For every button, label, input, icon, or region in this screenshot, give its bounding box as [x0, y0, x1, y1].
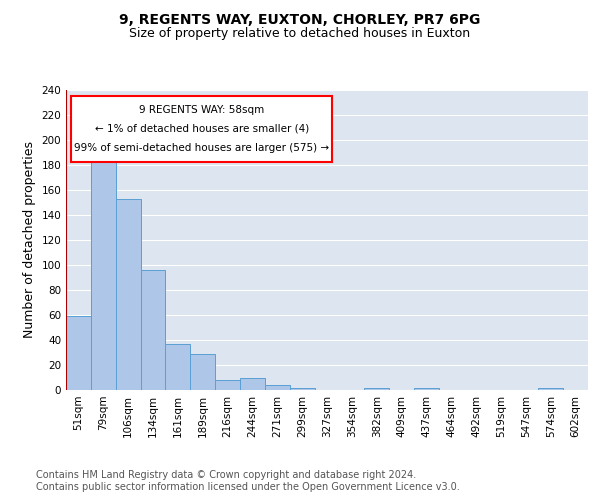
Bar — [91, 156, 116, 390]
Bar — [215, 380, 240, 390]
Text: 99% of semi-detached houses are larger (575) →: 99% of semi-detached houses are larger (… — [74, 142, 329, 152]
Text: Size of property relative to detached houses in Euxton: Size of property relative to detached ho… — [130, 28, 470, 40]
Bar — [116, 198, 140, 390]
Bar — [140, 270, 166, 390]
Bar — [414, 388, 439, 390]
Text: 9, REGENTS WAY, EUXTON, CHORLEY, PR7 6PG: 9, REGENTS WAY, EUXTON, CHORLEY, PR7 6PG — [119, 12, 481, 26]
Bar — [190, 354, 215, 390]
Bar — [240, 378, 265, 390]
Text: Contains public sector information licensed under the Open Government Licence v3: Contains public sector information licen… — [36, 482, 460, 492]
Text: ← 1% of detached houses are smaller (4): ← 1% of detached houses are smaller (4) — [95, 124, 309, 134]
Bar — [166, 344, 190, 390]
Bar — [66, 316, 91, 390]
Text: 9 REGENTS WAY: 58sqm: 9 REGENTS WAY: 58sqm — [139, 105, 265, 115]
Text: Contains HM Land Registry data © Crown copyright and database right 2024.: Contains HM Land Registry data © Crown c… — [36, 470, 416, 480]
FancyBboxPatch shape — [71, 96, 332, 162]
Bar — [290, 388, 314, 390]
Bar — [364, 388, 389, 390]
Bar — [265, 385, 290, 390]
Bar — [538, 388, 563, 390]
Y-axis label: Number of detached properties: Number of detached properties — [23, 142, 36, 338]
